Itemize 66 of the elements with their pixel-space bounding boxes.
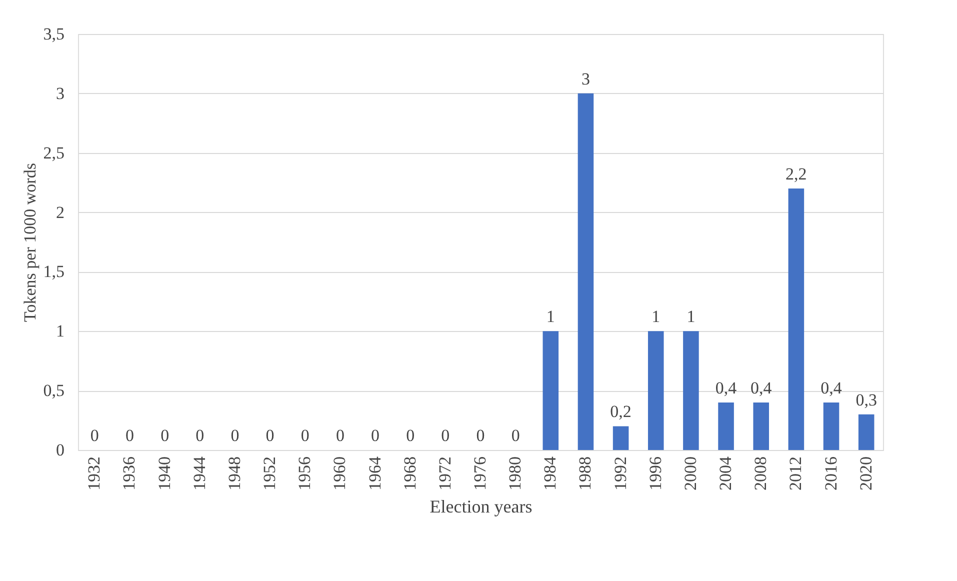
x-tick-label: 1960 (330, 456, 350, 490)
x-tick-label: 2004 (716, 456, 736, 490)
data-label: 0 (511, 426, 520, 445)
bar (718, 402, 734, 450)
x-tick-label: 2000 (680, 456, 700, 490)
data-label: 0 (160, 426, 170, 445)
y-tick-label: 1,5 (43, 262, 64, 282)
y-tick-label: 3 (56, 84, 64, 103)
y-tick-label: 2 (56, 202, 64, 222)
x-tick-label: 1932 (84, 456, 104, 490)
data-label: 3 (581, 69, 590, 88)
bar (753, 402, 769, 450)
data-label: 1 (652, 307, 660, 326)
x-tick-label: 1940 (154, 456, 174, 490)
x-tick-label: 1944 (190, 456, 209, 490)
bar (858, 414, 874, 450)
x-tick-label: 1952 (260, 456, 280, 490)
data-label: 0 (336, 426, 344, 445)
data-label: 0 (125, 426, 134, 445)
x-tick-label: 1968 (400, 456, 420, 490)
x-tick-label: 1936 (120, 456, 139, 490)
y-tick-label: 2,5 (43, 143, 64, 162)
x-tick-label: 2016 (821, 456, 840, 490)
y-axis-title: Tokens per 1000 words (20, 163, 40, 322)
x-tick-label: 1976 (470, 456, 490, 490)
data-label: 2,2 (786, 164, 807, 184)
x-tick-label: 1964 (365, 456, 384, 490)
data-label: 0 (476, 426, 485, 445)
x-tick-label: 2020 (856, 456, 876, 490)
y-tick-label: 1 (56, 322, 64, 341)
bar (648, 331, 664, 450)
data-label: 0,4 (715, 378, 738, 398)
data-label: 0,2 (610, 402, 632, 422)
data-label: 0 (441, 426, 450, 445)
y-tick-label: 3,5 (43, 24, 64, 44)
data-label: 0 (196, 426, 204, 445)
data-label: 0 (371, 426, 380, 445)
bar (542, 331, 559, 450)
data-label: 0,4 (750, 378, 772, 398)
y-tick-label: 0 (56, 440, 64, 460)
x-tick-label: 1996 (646, 456, 665, 490)
x-tick-label: 1956 (295, 456, 314, 490)
y-tick-label: 0,5 (43, 381, 64, 400)
data-label: 0 (266, 426, 274, 445)
data-label: 0 (90, 426, 99, 445)
data-label: 1 (546, 307, 555, 326)
x-axis-title: Election years (430, 496, 532, 516)
x-tick-label: 1984 (540, 456, 560, 490)
data-label: 1 (686, 307, 696, 326)
data-label: 0,4 (820, 378, 842, 398)
bar (612, 426, 629, 450)
x-tick-label: 1972 (435, 456, 454, 490)
data-label: 0,3 (856, 390, 877, 410)
data-label: 0 (230, 426, 240, 445)
x-tick-label: 1948 (224, 456, 244, 490)
data-label: 0 (406, 426, 415, 445)
x-tick-label: 2012 (786, 456, 806, 490)
x-tick-label: 1992 (610, 456, 630, 490)
x-tick-label: 2008 (751, 456, 770, 490)
bar (578, 93, 594, 450)
x-tick-label: 1988 (576, 456, 595, 490)
bar (683, 331, 699, 450)
data-label: 0 (300, 426, 310, 445)
bar (788, 188, 804, 450)
bar (823, 402, 840, 450)
x-tick-label: 1980 (506, 456, 525, 490)
